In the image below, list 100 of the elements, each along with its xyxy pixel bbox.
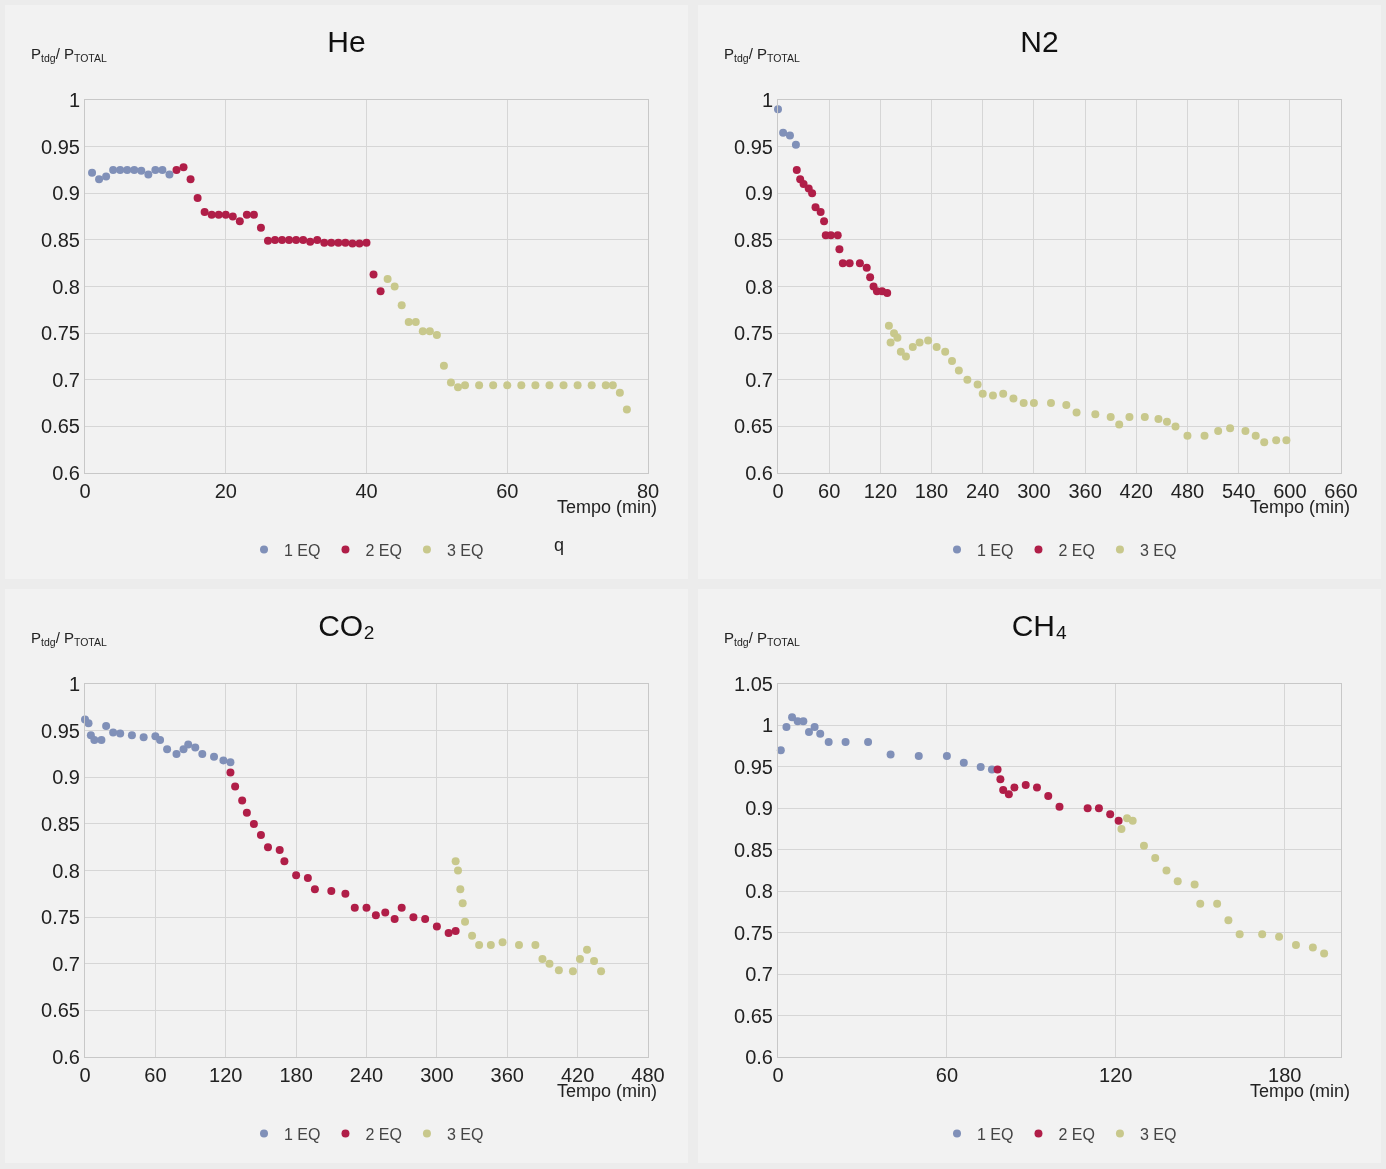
- x-tick-label: 60: [935, 1064, 959, 1086]
- point: [1320, 949, 1329, 958]
- point: [256, 831, 265, 840]
- point: [1019, 399, 1028, 408]
- point: [341, 889, 350, 898]
- point: [231, 782, 240, 791]
- point: [390, 914, 399, 923]
- point: [908, 343, 917, 352]
- y-tick-label: 0.8: [745, 880, 773, 903]
- point: [226, 768, 235, 777]
- point: [95, 175, 104, 184]
- point: [1139, 841, 1148, 850]
- point: [458, 899, 467, 908]
- point: [914, 752, 923, 761]
- point: [475, 381, 484, 390]
- y-tick-label: 0.9: [745, 797, 773, 820]
- point: [456, 885, 465, 894]
- point: [489, 381, 498, 390]
- point: [1021, 781, 1030, 790]
- point: [299, 235, 308, 244]
- y-tick-label: 0.95: [41, 719, 80, 742]
- y-axis-title: P$_{tdg}$/ P$_{TOTAL}$: [724, 629, 800, 649]
- point: [976, 762, 985, 771]
- point: [545, 959, 554, 968]
- point: [1162, 866, 1171, 875]
- legend-label: 3 EQ: [1139, 1125, 1177, 1143]
- point: [292, 871, 301, 880]
- point: [468, 931, 477, 940]
- point: [369, 270, 378, 279]
- point: [1117, 825, 1126, 834]
- point: [954, 366, 963, 375]
- point: [186, 175, 195, 184]
- point: [1241, 427, 1250, 436]
- point: [883, 289, 892, 298]
- point: [371, 911, 380, 920]
- y-tick-label: 0.6: [52, 462, 80, 484]
- point: [896, 347, 905, 356]
- point: [200, 207, 209, 216]
- point: [256, 223, 265, 232]
- point: [97, 735, 106, 744]
- point: [941, 347, 950, 356]
- point: [893, 333, 902, 342]
- point: [782, 723, 791, 732]
- point: [1154, 414, 1163, 423]
- point: [219, 756, 228, 765]
- point: [531, 381, 540, 390]
- point: [785, 131, 794, 140]
- x-tick-label: 0: [772, 480, 784, 502]
- point: [341, 238, 350, 247]
- point: [275, 845, 284, 854]
- legend-label: 2 EQ: [1058, 541, 1095, 559]
- y-tick-label: 0.75: [41, 322, 80, 345]
- point: [1106, 413, 1115, 422]
- point: [303, 873, 312, 882]
- point: [1106, 810, 1115, 819]
- y-tick-label: 0.85: [41, 812, 80, 835]
- point: [864, 738, 873, 747]
- point: [838, 259, 847, 268]
- point: [1044, 791, 1053, 800]
- point: [158, 165, 167, 174]
- point: [1291, 941, 1300, 950]
- point: [486, 941, 495, 950]
- point: [221, 210, 230, 219]
- point: [207, 210, 216, 219]
- x-tick-label: 360: [1068, 480, 1102, 502]
- x-tick-label: 20: [214, 480, 237, 502]
- point: [545, 381, 554, 390]
- point: [833, 231, 842, 240]
- point: [310, 885, 319, 894]
- y-tick-label: 0.95: [734, 755, 773, 778]
- point: [249, 819, 258, 828]
- point: [808, 189, 817, 198]
- point: [151, 165, 160, 174]
- point: [963, 375, 972, 384]
- point: [362, 903, 371, 912]
- point: [350, 903, 359, 912]
- y-tick-label: 0.7: [52, 368, 80, 391]
- point: [109, 165, 118, 174]
- point: [924, 336, 933, 345]
- point: [1009, 394, 1018, 403]
- point: [590, 956, 599, 965]
- point: [942, 752, 951, 761]
- x-tick-label: 180: [914, 480, 949, 502]
- x-tick-label: 60: [144, 1064, 167, 1086]
- point: [238, 796, 247, 805]
- y-tick-label: 0.9: [745, 182, 773, 205]
- point: [1214, 427, 1223, 436]
- y-tick-label: 0.9: [52, 182, 80, 205]
- point: [444, 928, 453, 937]
- point: [1046, 399, 1055, 408]
- point: [1183, 431, 1192, 440]
- y-tick-label: 0.6: [52, 1046, 80, 1068]
- point: [993, 765, 1002, 774]
- point: [226, 758, 235, 767]
- x-tick-label: 240: [966, 480, 1000, 502]
- point: [799, 179, 808, 188]
- point: [242, 210, 251, 219]
- x-tick-label: 60: [818, 480, 841, 502]
- point: [1190, 880, 1199, 889]
- x-tick-label: 120: [863, 480, 898, 502]
